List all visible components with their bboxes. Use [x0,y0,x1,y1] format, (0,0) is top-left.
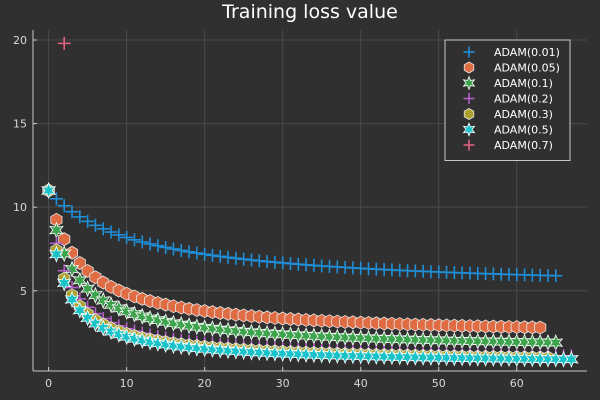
y-tick-label: 10 [13,201,27,214]
data-point [166,242,180,256]
series-layer [41,36,579,368]
data-point [95,291,111,309]
data-point [213,249,227,263]
data-point [57,199,71,213]
data-point [190,246,204,260]
data-point [120,230,134,244]
legend-marker [463,139,475,151]
data-point [64,290,80,308]
legend-label: ADAM(0.1) [494,77,553,90]
data-point [111,325,127,343]
data-point [103,296,119,314]
data-point [134,307,150,325]
data-point [534,320,547,335]
legend-label: ADAM(0.01) [494,46,560,59]
data-point [88,286,103,304]
data-point [103,322,119,340]
data-point [127,305,142,323]
data-point [80,309,96,327]
data-point [65,205,79,219]
data-point [112,228,126,242]
x-tick-label: 50 [432,377,446,390]
series-ADAM(0.7) [57,36,71,50]
chart-title: Training loss value [221,1,398,23]
x-tick-label: 30 [276,377,290,390]
legend-marker [463,61,475,74]
data-point [72,301,88,319]
data-point [151,239,165,253]
legend-marker [462,75,476,91]
legend-label: ADAM(0.5) [494,124,553,137]
data-point [174,243,188,257]
y-tick-label: 20 [13,34,27,47]
legend-label: ADAM(0.05) [494,62,560,75]
data-point [88,218,102,232]
data-point [127,233,141,247]
data-point [564,350,579,368]
data-point [95,319,111,337]
data-point [143,237,157,251]
data-point [73,210,87,224]
data-point [104,225,118,239]
legend-marker [463,46,475,58]
y-tick-label: 15 [13,118,27,131]
data-point [64,260,80,278]
data-point [56,274,72,292]
data-point [96,222,110,236]
data-point [198,247,212,261]
legend-label: ADAM(0.2) [494,93,553,106]
data-point [205,248,219,262]
legend-label: ADAM(0.7) [494,139,553,152]
x-tick-label: 20 [198,377,212,390]
legend: ADAM(0.01) ADAM(0.05) ADAM(0.1) ADAM(0.2) AD… [444,39,571,161]
x-tick-label: 40 [354,377,368,390]
data-point [81,214,95,228]
data-point [41,181,56,200]
legend-box [444,39,571,161]
data-point [142,309,158,327]
data-point [135,235,149,249]
series-ADAM(0.5) [41,181,579,368]
x-tick-label: 10 [120,377,134,390]
data-point [72,271,88,289]
data-point [49,192,63,206]
data-point [549,269,563,283]
x-tick-label: 60 [510,377,524,390]
data-point [80,280,96,298]
series-ADAM(0.05) [42,183,547,335]
data-point [127,330,142,348]
data-point [119,302,135,320]
legend-marker [463,108,475,120]
data-point [182,245,196,259]
data-point [150,311,166,329]
data-point [88,315,103,333]
data-point [119,328,135,346]
x-tick-label: 0 [45,377,52,390]
data-point [237,252,251,266]
y-tick-label: 5 [20,285,27,298]
legend-marker [462,122,476,137]
data-point [111,299,127,317]
data-point [57,36,71,50]
data-point [159,240,173,254]
data-point [49,245,64,263]
data-point [229,251,243,265]
series-ADAM(0.01) [42,183,563,283]
legend-label: ADAM(0.3) [494,108,553,121]
data-point [221,250,235,264]
legend-marker [463,93,475,104]
axis-layer: 0 10 20 30 40 50 60 5 10 15 20 [13,30,587,390]
